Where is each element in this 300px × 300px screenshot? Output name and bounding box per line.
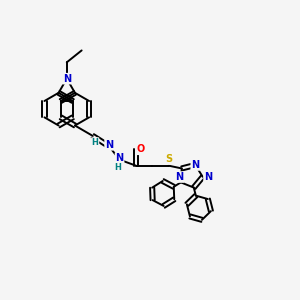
Text: H: H xyxy=(92,138,99,147)
Text: N: N xyxy=(175,172,183,182)
Text: H: H xyxy=(115,163,122,172)
Text: N: N xyxy=(105,140,113,150)
Text: N: N xyxy=(63,74,71,84)
Text: N: N xyxy=(116,153,124,163)
Text: O: O xyxy=(136,144,145,154)
Text: N: N xyxy=(204,172,212,182)
Text: S: S xyxy=(165,154,172,164)
Text: N: N xyxy=(191,160,199,170)
